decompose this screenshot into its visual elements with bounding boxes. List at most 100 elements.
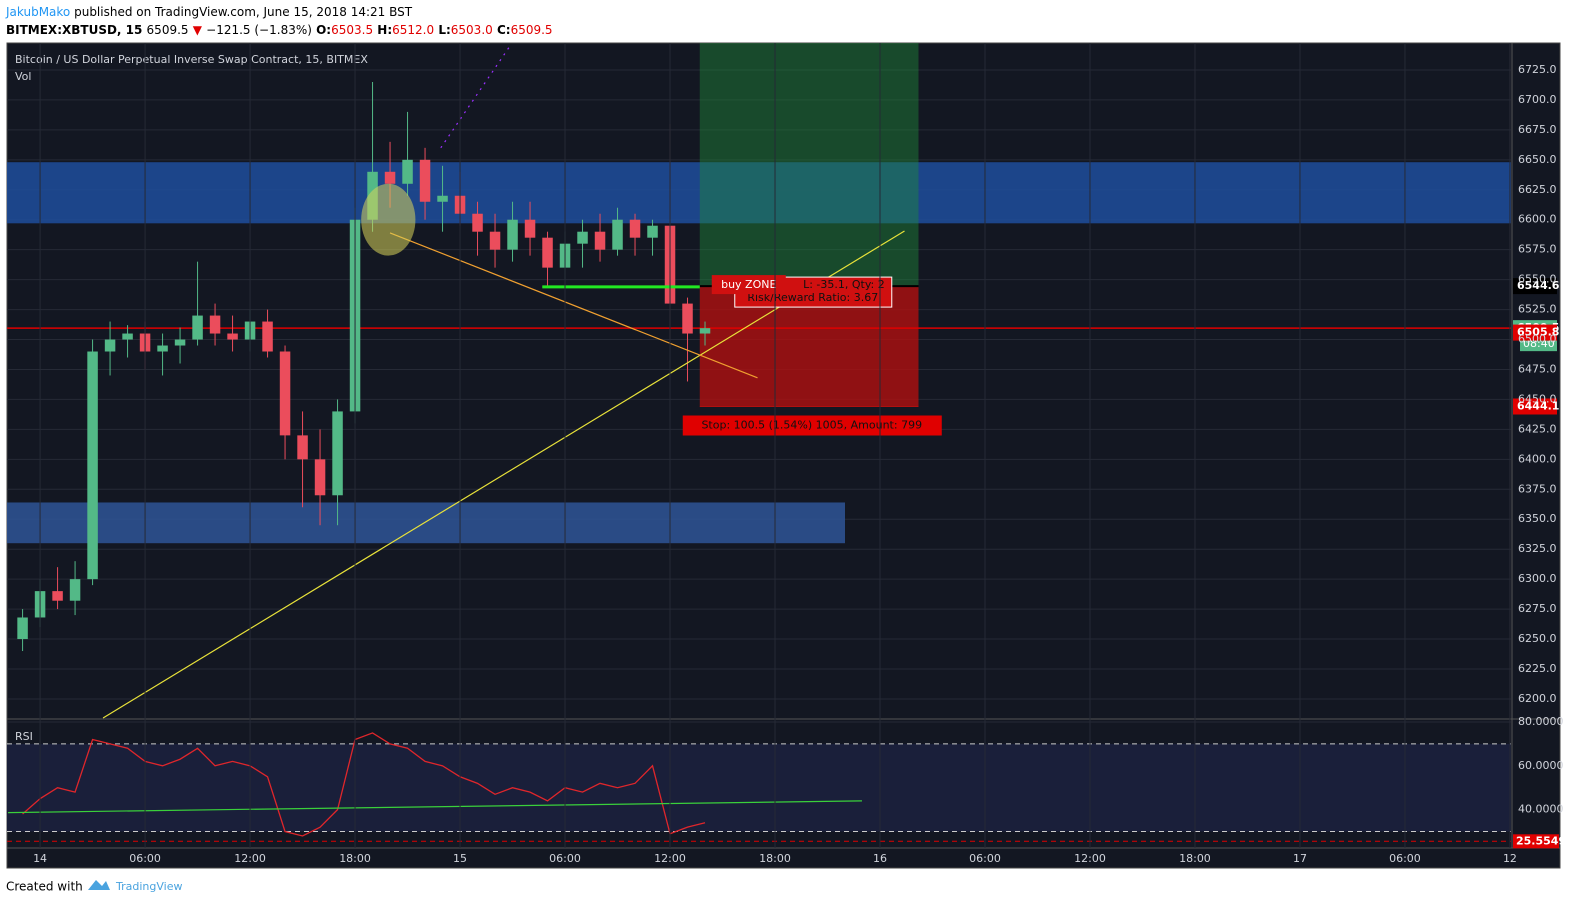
target-area [699, 43, 919, 287]
pnl-label: L: -35.1, Qty: 2 [803, 278, 885, 291]
buy-zone-label: buy ZONE [721, 278, 776, 291]
y-tick-label: 6300.0 [1518, 572, 1557, 585]
candle-body [542, 237, 553, 268]
y-tick-label: 6650.0 [1518, 153, 1557, 166]
change: −121.5 (−1.83%) [206, 23, 312, 37]
x-tick-label: 14 [33, 852, 47, 865]
price-label-box [1513, 324, 1557, 341]
rsi-last-box [1513, 834, 1559, 849]
x-tick-label: 06:00 [969, 852, 1001, 865]
h-value: 6512.0 [392, 23, 434, 37]
candle-body [437, 195, 448, 202]
volume-label: Vol [15, 70, 31, 83]
symbol: BITMEX:XBTUSD, 15 [6, 23, 142, 37]
trend-line [389, 232, 758, 379]
x-tick-label: 18:00 [339, 852, 371, 865]
y-tick-label: 6725.0 [1518, 63, 1557, 76]
candle-body [524, 219, 536, 238]
trend-line [102, 230, 905, 719]
y-tick-label: 6550.0 [1518, 273, 1557, 286]
zone [7, 162, 1511, 224]
published: published on TradingView.com, June 15, 2… [74, 5, 413, 19]
candle-body [384, 171, 396, 184]
last-price: 6509.5 [147, 23, 189, 37]
created-with: Created with [6, 880, 83, 894]
y-tick-label: 6350.0 [1518, 512, 1557, 525]
candle-body [647, 225, 658, 238]
y-tick-label: 6200.0 [1518, 692, 1557, 705]
candle-body [192, 315, 203, 340]
price-label-box [1513, 278, 1557, 295]
l-label: L: [438, 23, 450, 37]
logo [88, 880, 110, 890]
y-tick-label: 6425.0 [1518, 422, 1557, 435]
x-tick-label: 12:00 [1074, 852, 1106, 865]
rsi-trend-line [8, 800, 862, 814]
candle-body [332, 411, 343, 496]
candle-body [279, 351, 291, 436]
y-tick-label: 6575.0 [1518, 243, 1557, 256]
candle-body [227, 333, 238, 340]
y-tick-label: 6275.0 [1518, 602, 1557, 615]
candle-body [472, 213, 483, 232]
c-value: 6509.5 [511, 23, 553, 37]
y-tick-label: 6500.0 [1518, 333, 1557, 346]
rsi-label: RSI [15, 730, 33, 743]
candle-body [122, 333, 133, 340]
quote-line: BITMEX:XBTUSD, 15 6509.5 ▼ −121.5 (−1.83… [6, 23, 553, 37]
rsi-band [7, 743, 1511, 832]
price-label: 6444.1 [1517, 399, 1559, 412]
candle-body [297, 435, 308, 460]
candle-body [52, 591, 63, 601]
candle-body [262, 321, 273, 352]
rsi-tick-label: 80.0000 [1518, 715, 1564, 728]
x-tick-label: 12:00 [654, 852, 686, 865]
x-tick-label: 12:00 [234, 852, 266, 865]
zone [7, 502, 846, 544]
stop-box [682, 415, 942, 436]
candle-body [157, 345, 168, 352]
y-tick-label: 6625.0 [1518, 183, 1557, 196]
x-tick-label: 06:00 [549, 852, 581, 865]
x-tick-label: 15 [453, 852, 467, 865]
candle-body [87, 351, 98, 580]
candle-body [402, 159, 413, 184]
candle-body [594, 231, 606, 250]
y-tick-label: 6675.0 [1518, 123, 1557, 136]
buy-zone-box [711, 275, 786, 295]
rsi-tick-label: 40.0000 [1518, 803, 1564, 816]
y-tick-label: 6700.0 [1518, 93, 1557, 106]
highlight-ellipse [361, 183, 416, 256]
brand[interactable]: TradingView [115, 880, 182, 893]
y-tick-label: 6450.0 [1518, 392, 1557, 405]
x-tick-label: 18:00 [759, 852, 791, 865]
h-label: H: [377, 23, 392, 37]
header-line: JakubMako published on TradingView.com, … [5, 5, 413, 19]
x-tick-label: 06:00 [1389, 852, 1421, 865]
y-tick-label: 6325.0 [1518, 542, 1557, 555]
price-label: 6505.8 [1517, 326, 1559, 339]
price-label: 6544.6 [1517, 279, 1560, 292]
candle-body [209, 315, 221, 334]
y-tick-label: 6375.0 [1518, 482, 1557, 495]
candle-body [507, 219, 518, 250]
y-tick-label: 6250.0 [1518, 632, 1557, 645]
x-tick-label: 16 [873, 852, 887, 865]
author[interactable]: JakubMako [5, 5, 70, 19]
x-tick-label: 12 [1503, 852, 1517, 865]
l-value: 6503.0 [451, 23, 493, 37]
x-tick-label: 17 [1293, 852, 1307, 865]
price-label-box [1513, 398, 1557, 415]
candle-body [682, 303, 693, 334]
y-tick-label: 6600.0 [1518, 213, 1557, 226]
x-tick-label: 18:00 [1179, 852, 1211, 865]
rsi-line [22, 732, 706, 837]
candle-body [17, 617, 28, 640]
o-label: O: [316, 23, 331, 37]
candle-body [104, 339, 116, 352]
chart-title: Bitcoin / US Dollar Perpetual Inverse Sw… [15, 53, 368, 66]
y-tick-label: 6225.0 [1518, 662, 1557, 675]
candle-body [699, 328, 711, 334]
